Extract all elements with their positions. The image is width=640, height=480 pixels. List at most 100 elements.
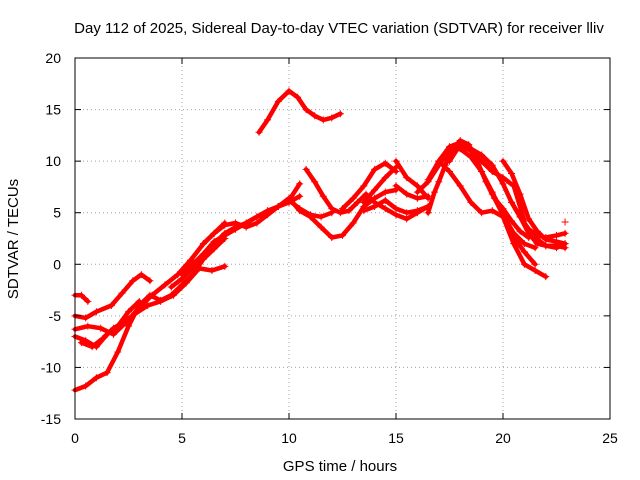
data-point [553,244,560,252]
data-point [103,369,111,377]
data-point [478,167,486,175]
series-arc-7 [167,192,304,291]
series-layer [71,87,569,394]
data-point [242,223,250,231]
data-point [531,260,539,268]
data-point [413,182,421,190]
data-point [531,266,539,274]
series-arc-27 [561,218,569,226]
data-point [349,194,357,202]
data-point [488,188,496,196]
data-point [285,194,293,202]
data-point [302,165,310,173]
data-point [531,233,539,241]
data-point [525,229,533,237]
data-point [371,203,379,211]
data-point [381,205,389,213]
data-point [84,322,92,330]
data-point [525,215,533,223]
data-point [381,159,389,167]
data-point [435,178,443,186]
data-point [114,348,122,356]
data-point [542,242,550,250]
data-point [208,266,216,274]
data-point [187,256,195,264]
data-point [199,250,207,258]
data-point [328,233,336,241]
y-tick-label: 20 [45,50,61,66]
data-point [328,205,336,213]
data-point [92,374,100,382]
series-arc-10 [255,87,344,136]
data-point [392,182,400,190]
data-point [542,273,550,281]
data-point [82,314,90,322]
data-point [508,217,516,225]
data-point [371,165,379,173]
data-point [311,178,319,186]
data-point [339,205,346,213]
y-tick-label: 10 [45,153,61,169]
data-point [221,221,229,229]
data-point [82,382,90,390]
series-line [169,193,302,290]
series-arc-26 [531,233,569,252]
data-point [456,141,464,149]
series-line [256,88,343,135]
data-point [349,219,357,227]
data-point [499,157,507,165]
data-point [516,227,524,235]
series-line [361,165,399,205]
data-point [97,324,105,332]
data-point [182,279,190,287]
data-point [508,170,516,178]
series-line [72,272,153,321]
data-point [345,207,353,215]
data-point [296,207,304,215]
y-tick-label: 5 [53,205,61,221]
data-point [424,176,432,184]
data-point [135,297,143,305]
data-point [446,167,453,175]
data-point [403,215,411,223]
data-point [137,271,145,279]
chart-title: Day 112 of 2025, Sidereal Day-to-day VTE… [74,20,604,37]
data-point [336,110,344,118]
data-point [317,223,325,231]
data-point [499,180,507,188]
data-point [336,209,344,217]
data-point [195,264,203,272]
data-point [381,196,389,204]
data-point [125,308,132,316]
series-line [72,236,228,393]
data-point [403,209,411,217]
y-tick-label: 0 [53,256,61,272]
data-point [199,240,207,248]
data-point [561,240,569,248]
data-point [392,205,400,213]
data-point [353,198,361,206]
data-point [381,188,389,196]
series-arc-21 [435,157,550,281]
data-point [488,161,496,169]
data-point [403,174,411,182]
series-line [303,167,431,222]
data-point [274,203,282,211]
data-point [319,192,327,200]
data-point [144,302,152,310]
data-point [129,277,137,285]
x-tick-label: 10 [281,430,297,446]
data-point [360,198,368,206]
data-point [371,186,379,194]
data-point [467,198,475,206]
data-point [488,207,496,215]
data-point [431,188,439,196]
y-tick-label: 15 [45,102,61,118]
data-point [339,231,346,239]
data-point [516,190,524,198]
data-point [125,322,132,330]
data-point [499,213,507,221]
data-point [264,116,272,124]
series-line [393,158,431,201]
